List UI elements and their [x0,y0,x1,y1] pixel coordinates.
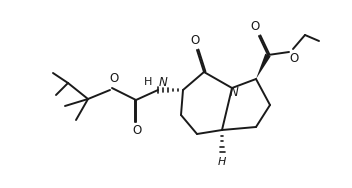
Text: H: H [218,157,226,167]
Text: O: O [250,20,260,33]
Text: N: N [159,76,168,89]
Text: O: O [109,73,119,86]
Text: O: O [289,52,298,65]
Text: N: N [230,86,238,99]
Text: O: O [190,35,200,48]
Polygon shape [256,54,271,79]
Text: H: H [144,77,152,87]
Text: O: O [132,124,142,137]
